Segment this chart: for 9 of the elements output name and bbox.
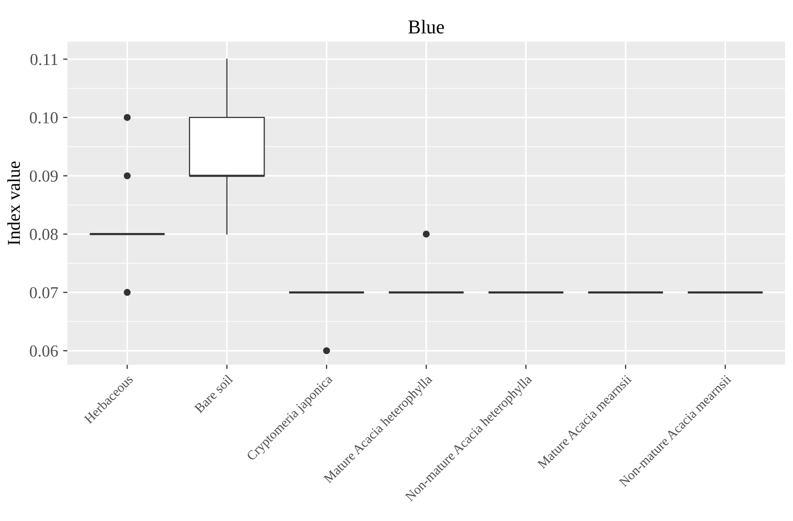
y-tick-label: 0.08 [30,228,58,240]
y-tick-label: 0.06 [30,345,58,357]
chart-title: Blue [408,20,444,34]
y-tick-label: 0.11 [30,54,58,66]
y-tick-label: 0.10 [30,112,58,124]
y-tick-label: 0.09 [30,170,58,182]
y-tick-label: 0.07 [30,287,58,298]
y-axis-title: Index value [7,161,20,245]
x-tick-label: Bare soil [194,374,234,414]
